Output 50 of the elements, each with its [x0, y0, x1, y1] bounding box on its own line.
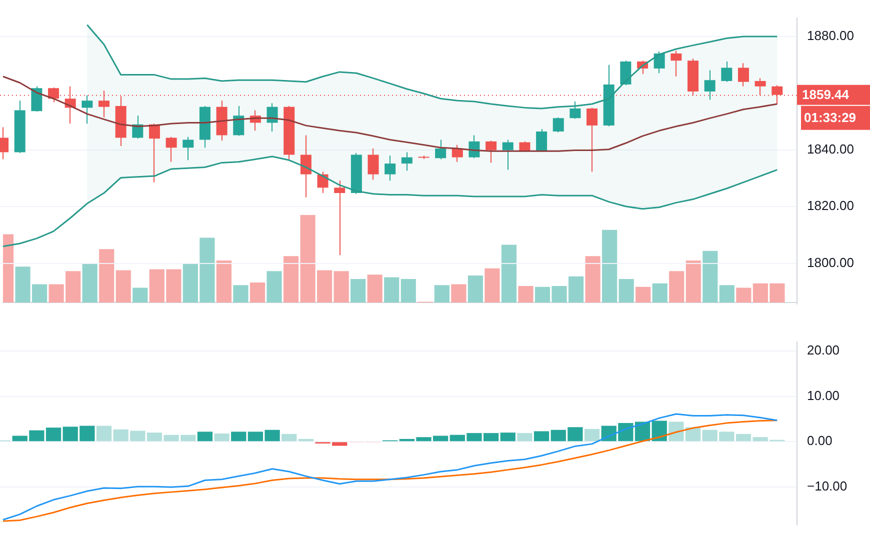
- bar: [400, 278, 416, 303]
- y-tick-label: 1840.00: [807, 142, 854, 157]
- bar: [282, 434, 297, 442]
- bar: [197, 432, 213, 442]
- bar: [451, 284, 466, 303]
- bar: [534, 431, 550, 442]
- bar: [367, 274, 382, 303]
- bar: [231, 432, 246, 442]
- bar: [116, 270, 131, 303]
- bar: [652, 283, 668, 303]
- bar: [384, 277, 400, 303]
- bar: [736, 288, 752, 303]
- bar: [216, 260, 232, 303]
- ref-line-label: 1859.44: [802, 86, 850, 102]
- bar: [468, 275, 483, 303]
- bar: [501, 244, 517, 303]
- text: 01:33:29: [804, 110, 856, 125]
- bar: [250, 282, 266, 303]
- y-tick-label: −10.00: [807, 478, 848, 494]
- bar: [517, 433, 532, 442]
- bar: [668, 422, 684, 442]
- bar: [686, 260, 701, 303]
- y-tick-label: 1800.00: [807, 254, 854, 270]
- bar: [96, 426, 112, 442]
- bar: [99, 249, 114, 303]
- y-tick-label: 0.00: [807, 433, 832, 448]
- bar: [82, 263, 98, 303]
- bar: [132, 288, 148, 303]
- y-tick-label: 1820.00: [807, 198, 854, 214]
- y-tick-label: 1880.00: [807, 28, 854, 44]
- y-tick-label: 10.00: [807, 388, 840, 403]
- bar: [266, 271, 282, 303]
- bar: [350, 278, 366, 303]
- bar: [702, 250, 718, 303]
- candlestick: [334, 180, 346, 256]
- y-tick-label: 20.00: [807, 342, 840, 358]
- bar: [214, 434, 230, 442]
- bar: [500, 432, 516, 442]
- bar: [233, 285, 248, 303]
- bar: [669, 271, 684, 303]
- bar: [334, 271, 349, 303]
- bar: [602, 230, 618, 303]
- bar: [584, 428, 600, 442]
- bar: [719, 285, 734, 303]
- bar: [618, 278, 634, 303]
- bar: [585, 256, 600, 303]
- bar: [484, 268, 500, 303]
- bar: [636, 286, 651, 303]
- bar: [434, 285, 450, 303]
- bar: [518, 286, 534, 303]
